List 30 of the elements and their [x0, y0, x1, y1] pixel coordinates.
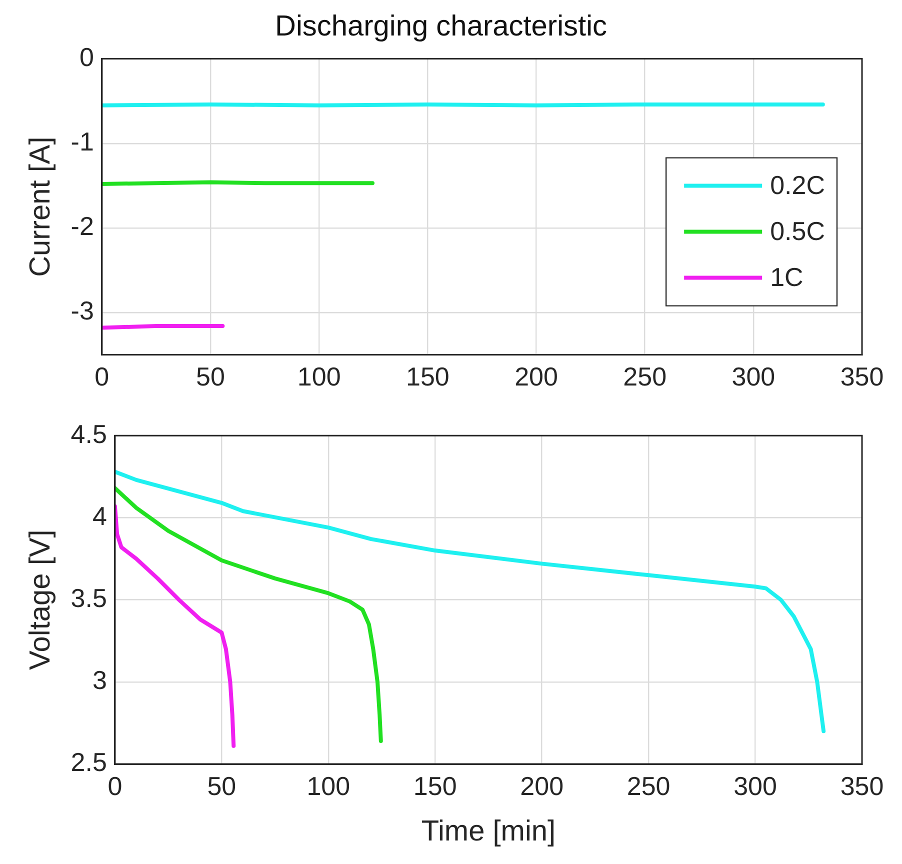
x-tick-label: 150: [406, 362, 450, 392]
x-tick-label: 50: [196, 362, 225, 392]
legend-label: 1C: [770, 262, 804, 292]
y-tick-label: 3: [92, 665, 107, 696]
x-tick-label: 350: [840, 362, 884, 392]
y-tick-label: -1: [70, 126, 94, 157]
x-tick-label: 100: [306, 770, 350, 801]
y-tick-label: 4: [92, 500, 107, 531]
y-tick-label: -3: [70, 296, 94, 326]
x-tick-label: 350: [840, 770, 884, 801]
x-tick-label: 50: [207, 770, 236, 801]
y-tick-label: 2.5: [70, 747, 107, 778]
x-tick-label: 250: [623, 362, 667, 392]
chart-title: Discharging characteristic: [274, 10, 608, 42]
x-axis-title: Time [min]: [421, 816, 556, 848]
legend-label: 0.2C: [770, 170, 825, 200]
x-tick-label: 300: [734, 770, 777, 801]
x-tick-label: 150: [413, 770, 457, 801]
x-tick-label: 200: [520, 770, 564, 801]
y-axis-title: Voltage [V]: [24, 530, 56, 670]
y-tick-label: 4.5: [70, 418, 107, 449]
x-tick-label: 300: [732, 362, 776, 392]
legend-label: 0.5C: [770, 216, 825, 246]
y-tick-label: 3.5: [70, 582, 107, 613]
x-tick-label: 100: [297, 362, 341, 392]
y-tick-label: -2: [70, 211, 94, 242]
x-tick-label: 250: [626, 770, 670, 801]
x-tick-label: 200: [514, 362, 558, 392]
y-axis-title: Current [A]: [24, 136, 56, 277]
y-tick-label: 0: [79, 42, 94, 72]
